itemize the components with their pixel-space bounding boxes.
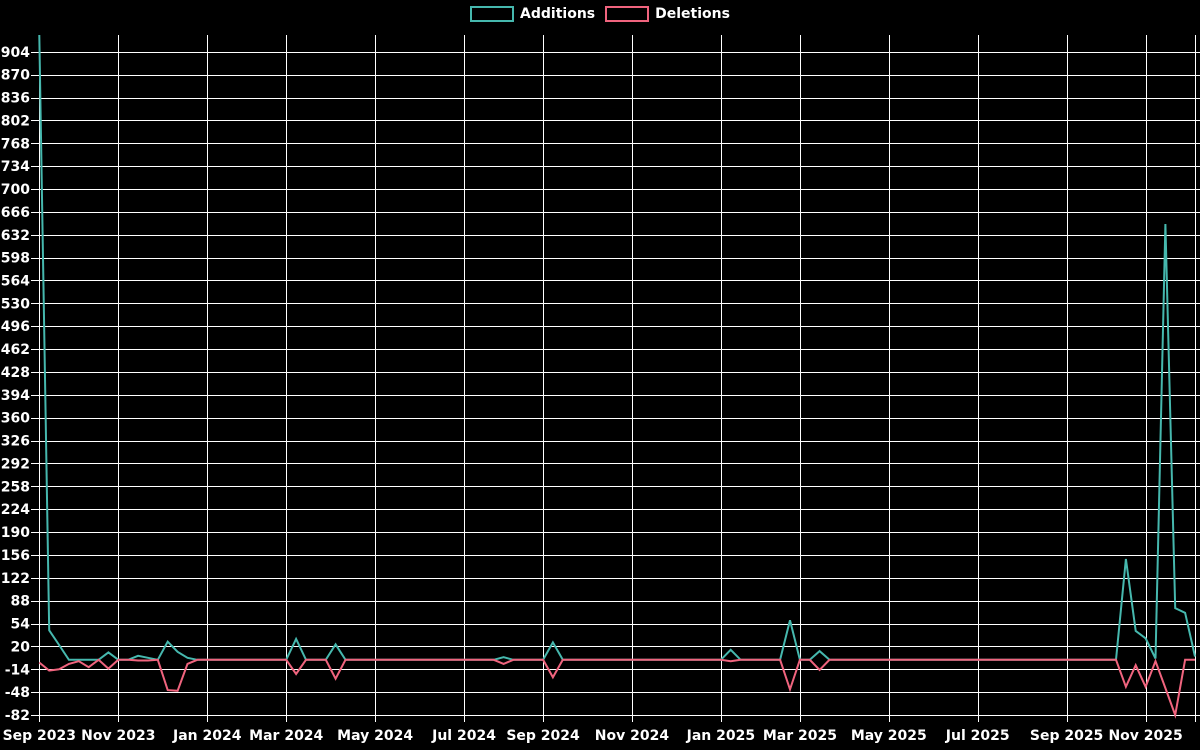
y-tick-label: 462 <box>1 342 30 358</box>
x-tick-label: Nov 2024 <box>595 728 670 744</box>
y-tick-label: 496 <box>1 319 30 335</box>
deletions-line <box>38 658 1195 719</box>
y-tick-label: 224 <box>1 502 30 518</box>
series-lines <box>38 34 1196 719</box>
legend-item-deletions[interactable]: Deletions <box>605 6 730 22</box>
y-tick-label: 768 <box>1 136 30 152</box>
y-tick-label: 88 <box>11 594 30 610</box>
y-tick-label: 360 <box>1 411 30 427</box>
y-tick-label: 190 <box>1 525 30 541</box>
y-tick-label: -48 <box>5 685 30 701</box>
y-tick-label: 666 <box>1 205 30 221</box>
x-tick-label: Nov 2023 <box>81 728 155 744</box>
y-tick-label: 700 <box>1 182 30 198</box>
chart-grid <box>31 35 1200 722</box>
x-tick-label: Sep 2024 <box>506 728 580 744</box>
y-tick-label: 394 <box>1 388 30 404</box>
y-tick-label: 258 <box>1 479 30 495</box>
x-tick-label: Sep 2025 <box>1030 728 1103 744</box>
y-tick-label: 904 <box>1 45 30 61</box>
legend-item-additions[interactable]: Additions <box>470 6 595 22</box>
y-tick-label: 734 <box>1 159 30 175</box>
deletions-legend-label: Deletions <box>655 6 730 22</box>
x-tick-label: Jul 2024 <box>431 728 496 744</box>
x-tick-label: Sep 2023 <box>3 728 76 744</box>
y-tick-label: 122 <box>1 571 30 587</box>
y-tick-label: 632 <box>1 228 30 244</box>
y-tick-label: -82 <box>5 708 30 724</box>
x-tick-label: Jul 2025 <box>945 728 1010 744</box>
additions-line <box>38 34 1196 661</box>
y-tick-label: 156 <box>1 548 30 564</box>
y-tick-label: 326 <box>1 434 30 450</box>
y-tick-label: 802 <box>1 113 30 129</box>
y-tick-label: 428 <box>1 365 30 381</box>
x-tick-label: May 2025 <box>851 728 927 744</box>
x-tick-label: Jan 2025 <box>686 728 755 744</box>
y-tick-label: 870 <box>1 68 30 84</box>
axis-labels: 904 870 836 802 768 734 700 666 632 598 564 530 496 4… <box>1 45 1183 744</box>
chart-legend: Additions Deletions <box>0 6 1200 22</box>
y-tick-label: 20 <box>11 639 31 655</box>
y-tick-label: 54 <box>11 617 31 633</box>
y-tick-label: 598 <box>1 251 30 267</box>
x-tick-label: Mar 2024 <box>249 728 323 744</box>
y-tick-label: 292 <box>1 456 30 472</box>
x-tick-label: Mar 2025 <box>763 728 837 744</box>
x-tick-label: Jan 2024 <box>172 728 242 744</box>
x-tick-label: Nov 2025 <box>1108 728 1182 744</box>
additions-swatch <box>470 6 515 22</box>
y-tick-label: -14 <box>5 662 31 678</box>
y-tick-label: 530 <box>1 296 30 312</box>
y-tick-label: 836 <box>1 91 30 107</box>
deletions-swatch <box>605 6 650 22</box>
y-tick-label: 564 <box>1 273 30 289</box>
x-tick-label: May 2024 <box>337 728 413 744</box>
additions-legend-label: Additions <box>520 6 596 22</box>
